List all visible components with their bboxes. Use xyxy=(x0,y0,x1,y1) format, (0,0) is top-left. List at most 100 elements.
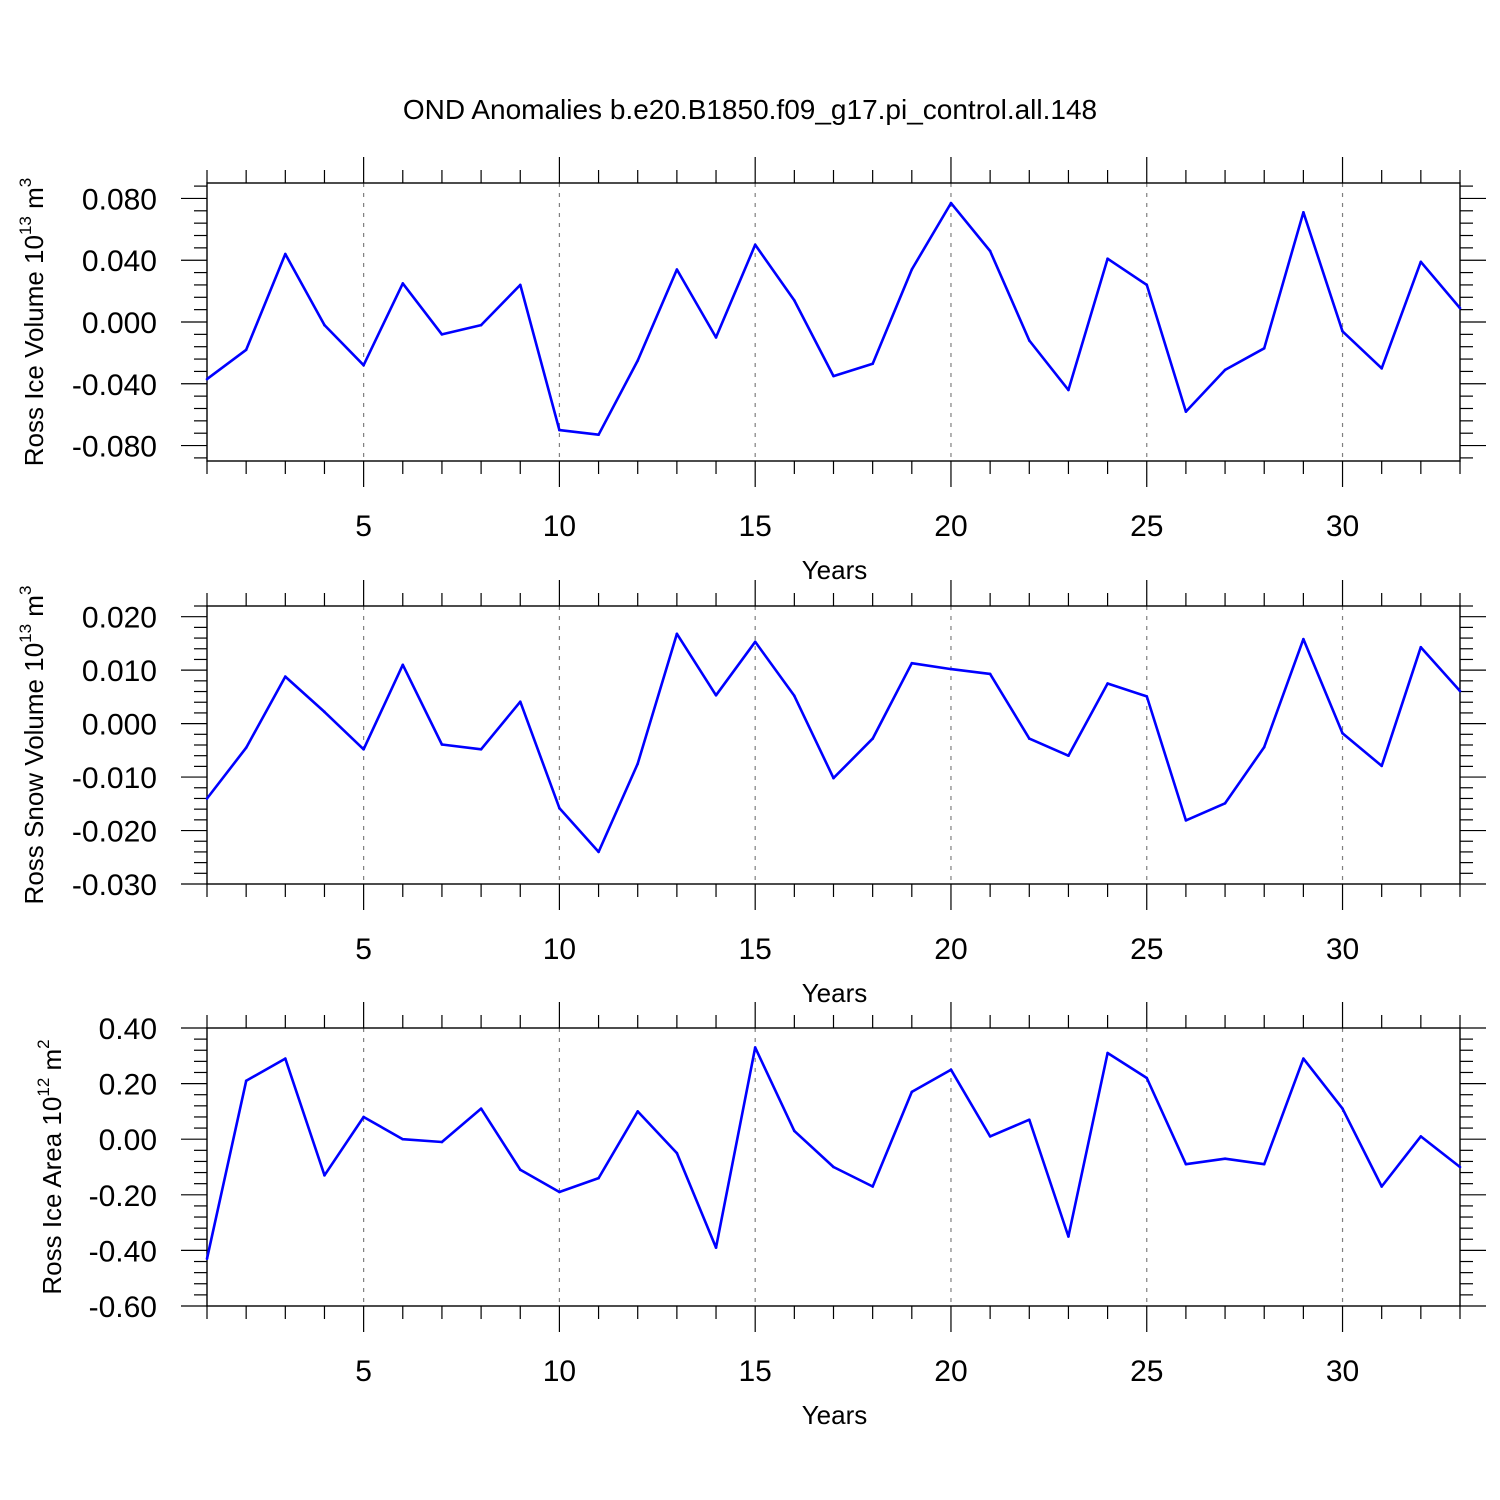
chart-panel-2: -0.030 -0.020 -0.010 0.000 0.010 0.020 5 10 15 20… xyxy=(16,580,1486,1008)
data-point xyxy=(1380,764,1383,768)
data-point xyxy=(949,201,953,205)
data-point xyxy=(988,672,992,676)
y-tick-label: 0.40 xyxy=(99,1013,157,1046)
data-point xyxy=(1380,367,1383,370)
x-tick-label: 15 xyxy=(739,510,772,543)
chart-panel-3: -0.60 -0.40 -0.20 0.00 0.20 0.40 5 10 15 20 25 30 Ye… xyxy=(34,1002,1486,1430)
data-point xyxy=(440,1140,444,1144)
data-point xyxy=(1223,368,1227,372)
data-point xyxy=(1184,410,1188,413)
data-point xyxy=(1223,1157,1227,1160)
data-point xyxy=(362,1115,365,1119)
y-tick-label: -0.020 xyxy=(72,816,157,849)
data-point xyxy=(479,747,483,751)
data-point xyxy=(205,377,209,381)
y-tick-label: 0.000 xyxy=(82,709,157,742)
y-tick-label: -0.40 xyxy=(89,1235,157,1268)
data-point xyxy=(675,632,679,636)
data-point xyxy=(479,1107,483,1110)
data-point xyxy=(597,850,600,854)
data-point xyxy=(1380,1185,1383,1188)
x-axis-label: Years xyxy=(802,1400,868,1430)
x-tick-label: 20 xyxy=(934,933,967,966)
data-point xyxy=(793,694,796,698)
data-point xyxy=(636,359,640,362)
data-point xyxy=(205,797,209,800)
data-point xyxy=(793,1129,796,1133)
x-tick-label: 25 xyxy=(1130,510,1163,543)
x-tick-label: 30 xyxy=(1326,1355,1359,1388)
y-axis-label: Ross Ice Area 1012 m2 xyxy=(34,1039,67,1294)
data-point xyxy=(1067,1235,1070,1238)
data-point xyxy=(479,323,483,327)
y-tick-label: -0.030 xyxy=(72,869,157,902)
data-point xyxy=(1145,695,1149,698)
x-tick-label: 25 xyxy=(1130,933,1163,966)
data-point xyxy=(636,762,640,766)
data-point xyxy=(910,268,914,271)
data-point xyxy=(1067,754,1070,757)
data-point xyxy=(362,363,365,367)
x-tick-label: 20 xyxy=(934,1355,967,1388)
data-point xyxy=(518,1168,522,1172)
data-point xyxy=(1262,745,1266,749)
x-tick-label: 30 xyxy=(1326,510,1359,543)
data-point xyxy=(401,663,405,667)
data-point xyxy=(1341,329,1344,333)
data-point xyxy=(636,1110,640,1113)
x-tick-label: 25 xyxy=(1130,1355,1163,1388)
data-point xyxy=(675,268,679,271)
data-point xyxy=(244,348,248,352)
chart-panel-1: -0.080 -0.040 0.000 0.040 0.080 5 10 15 20 25 30 Ye… xyxy=(16,157,1486,585)
data-point xyxy=(1458,1165,1462,1169)
data-point xyxy=(597,433,600,437)
data-point xyxy=(440,743,444,746)
data-point xyxy=(1458,689,1462,693)
data-point xyxy=(1067,388,1070,392)
data-point xyxy=(558,806,561,810)
data-point xyxy=(1458,306,1462,310)
y-tick-label: 0.080 xyxy=(82,183,157,216)
data-point xyxy=(793,299,796,302)
data-point xyxy=(1302,1057,1305,1060)
y-tick-label: 0.00 xyxy=(99,1124,157,1157)
data-point xyxy=(871,362,874,366)
x-tick-label: 20 xyxy=(934,510,967,543)
data-point xyxy=(1145,1076,1149,1080)
data-point xyxy=(244,1079,248,1083)
data-point xyxy=(714,1246,718,1249)
data-point xyxy=(244,746,248,749)
data-point xyxy=(988,249,992,253)
data-point xyxy=(1027,339,1031,342)
data-point xyxy=(675,1151,679,1155)
data-point xyxy=(910,1090,914,1094)
x-tick-label: 5 xyxy=(355,1355,372,1388)
data-point xyxy=(753,640,757,644)
y-axis-label: Ross Snow Volume 1013 m3 xyxy=(16,586,49,905)
data-point xyxy=(1262,1162,1266,1166)
data-point xyxy=(401,1137,405,1141)
x-tick-label: 15 xyxy=(739,1355,772,1388)
data-point xyxy=(401,282,405,285)
data-point xyxy=(1145,283,1149,287)
y-tick-label: -0.60 xyxy=(89,1291,157,1324)
x-tick-label: 5 xyxy=(355,510,372,543)
data-point xyxy=(323,710,326,714)
y-tick-label: -0.080 xyxy=(72,431,157,464)
data-point xyxy=(1184,819,1188,822)
x-axis-label: Years xyxy=(802,978,868,1008)
data-point xyxy=(1341,731,1344,735)
data-point xyxy=(440,333,444,336)
figure-title: OND Anomalies b.e20.B1850.f09_g17.pi_con… xyxy=(403,94,1097,125)
data-point xyxy=(753,243,757,247)
data-point xyxy=(284,675,287,678)
x-axis-label: Years xyxy=(802,555,868,585)
data-point xyxy=(832,776,835,780)
data-point xyxy=(284,1057,287,1060)
data-point xyxy=(1106,257,1109,260)
data-point xyxy=(597,1176,600,1180)
data-point xyxy=(871,1185,874,1188)
data-point xyxy=(1027,737,1031,740)
x-tick-label: 10 xyxy=(543,1355,576,1388)
